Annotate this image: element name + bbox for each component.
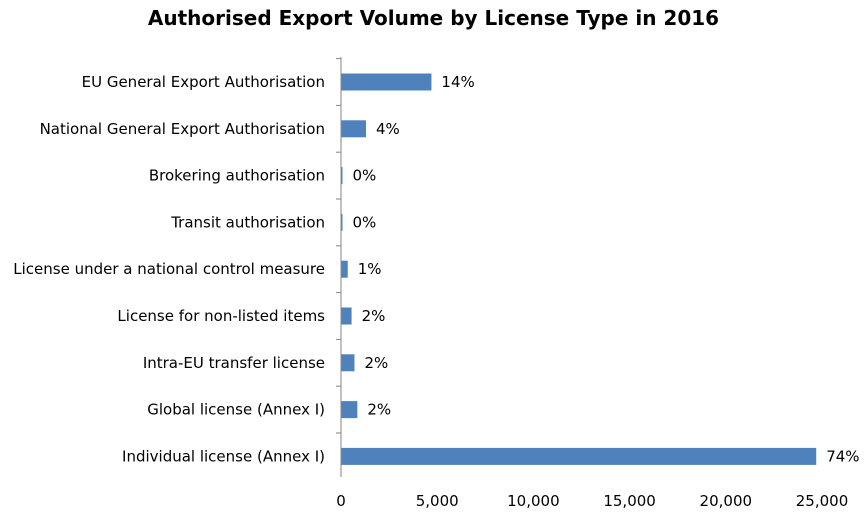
data-label: 2%	[362, 307, 386, 325]
bar	[341, 307, 352, 325]
data-label: 4%	[376, 120, 400, 138]
labels-layer: EU General Export Authorisation 14% Nation…	[13, 73, 859, 510]
category-label: License under a national control measure	[13, 260, 325, 278]
x-tick-label: 20,000	[700, 492, 753, 510]
data-label: 2%	[367, 401, 391, 419]
category-label: Intra-EU transfer license	[143, 354, 325, 372]
data-label: 14%	[441, 73, 474, 91]
x-tick-label: 10,000	[507, 492, 560, 510]
category-label: Brokering authorisation	[149, 167, 325, 185]
chart-title: Authorised Export Volume by License Type…	[147, 6, 720, 30]
bar	[341, 260, 348, 278]
data-label: 0%	[353, 213, 377, 231]
bar	[341, 167, 343, 185]
category-label: Transit authorisation	[170, 213, 325, 231]
x-tick-label: 5,000	[416, 492, 459, 510]
bar	[341, 447, 817, 465]
data-label: 0%	[353, 167, 377, 185]
x-tick-label: 15,000	[603, 492, 656, 510]
x-tick-label: 25,000	[796, 492, 849, 510]
data-label: 74%	[826, 447, 859, 465]
bar	[341, 354, 355, 372]
axis-layer	[336, 57, 342, 477]
category-label: Global license (Annex I)	[147, 401, 325, 419]
category-label: National General Export Authorisation	[40, 120, 325, 138]
bars-layer	[341, 73, 817, 465]
bar	[341, 401, 358, 419]
category-label: EU General Export Authorisation	[82, 73, 325, 91]
bar	[341, 213, 343, 231]
category-label: Individual license (Annex I)	[122, 447, 325, 465]
data-label: 1%	[358, 260, 382, 278]
bar	[341, 120, 367, 138]
x-tick-label: 0	[336, 492, 346, 510]
bar	[341, 73, 432, 91]
data-label: 2%	[364, 354, 388, 372]
category-label: License for non-listed items	[117, 307, 325, 325]
